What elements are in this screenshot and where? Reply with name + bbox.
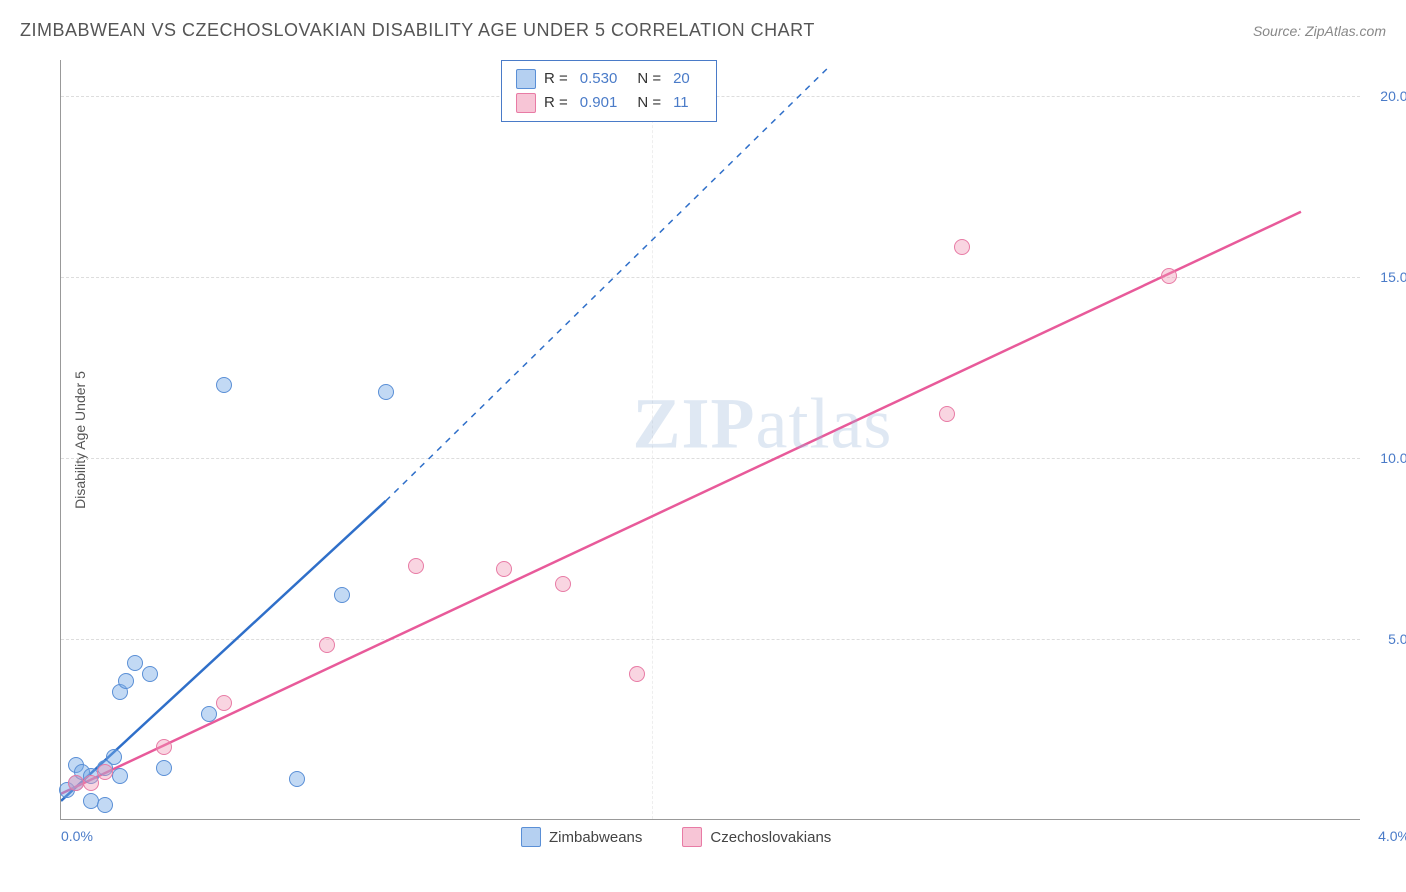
data-point (201, 706, 217, 722)
data-point (939, 406, 955, 422)
data-point (629, 666, 645, 682)
legend-item-zimbabweans: Zimbabweans (521, 827, 642, 847)
legend-row-zimbabweans: R = 0.530 N = 20 (516, 67, 702, 91)
data-point (334, 587, 350, 603)
data-point (142, 666, 158, 682)
data-point (378, 384, 394, 400)
chart-source: Source: ZipAtlas.com (1253, 23, 1386, 39)
scatter-chart: Disability Age Under 5 ZIPatlas R = 0.53… (60, 60, 1360, 820)
data-point (319, 637, 335, 653)
x-tick-label: 0.0% (61, 828, 93, 844)
data-point (68, 775, 84, 791)
regression-lines (61, 60, 1360, 819)
y-tick-label: 5.0% (1388, 631, 1406, 647)
data-point (118, 673, 134, 689)
y-tick-label: 20.0% (1380, 88, 1406, 104)
data-point (216, 377, 232, 393)
swatch-blue (516, 69, 536, 89)
data-point (289, 771, 305, 787)
data-point (127, 655, 143, 671)
chart-header: ZIMBABWEAN VS CZECHOSLOVAKIAN DISABILITY… (20, 20, 1386, 41)
data-point (496, 561, 512, 577)
swatch-pink (516, 93, 536, 113)
data-point (112, 768, 128, 784)
swatch-pink-icon (682, 827, 702, 847)
data-point (97, 797, 113, 813)
swatch-blue-icon (521, 827, 541, 847)
y-tick-label: 10.0% (1380, 450, 1406, 466)
data-point (83, 775, 99, 791)
data-point (555, 576, 571, 592)
x-tick-label: 4.0% (1378, 828, 1406, 844)
y-axis-label: Disability Age Under 5 (72, 371, 88, 509)
legend-row-czechoslovakians: R = 0.901 N = 11 (516, 91, 702, 115)
chart-title: ZIMBABWEAN VS CZECHOSLOVAKIAN DISABILITY… (20, 20, 815, 41)
data-point (106, 749, 122, 765)
watermark: ZIPatlas (632, 383, 892, 466)
series-legend: Zimbabweans Czechoslovakians (521, 827, 831, 847)
data-point (83, 793, 99, 809)
legend-item-czechoslovakians: Czechoslovakians (682, 827, 831, 847)
data-point (156, 760, 172, 776)
data-point (97, 764, 113, 780)
data-point (954, 239, 970, 255)
data-point (1161, 268, 1177, 284)
data-point (216, 695, 232, 711)
correlation-legend: R = 0.530 N = 20 R = 0.901 N = 11 (501, 60, 717, 122)
data-point (156, 739, 172, 755)
y-tick-label: 15.0% (1380, 269, 1406, 285)
data-point (408, 558, 424, 574)
